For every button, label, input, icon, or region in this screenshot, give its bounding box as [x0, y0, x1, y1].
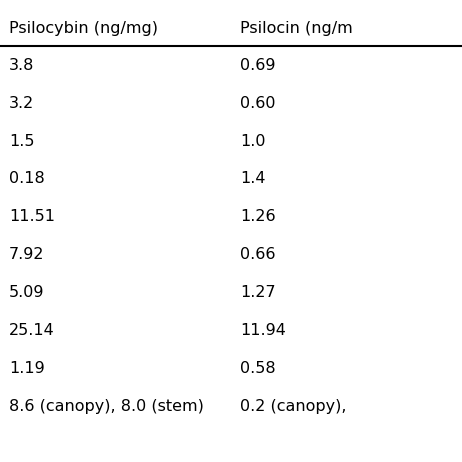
Text: 8.6 (canopy), 8.0 (stem): 8.6 (canopy), 8.0 (stem) [9, 399, 204, 413]
Text: 3.2: 3.2 [9, 96, 35, 110]
Text: 0.69: 0.69 [240, 58, 276, 73]
Text: 0.2 (canopy),: 0.2 (canopy), [240, 399, 347, 413]
Text: 1.4: 1.4 [240, 171, 266, 186]
Text: 1.5: 1.5 [9, 134, 35, 148]
Text: Psilocin (ng/m: Psilocin (ng/m [240, 21, 353, 36]
Text: 0.18: 0.18 [9, 171, 45, 186]
Text: 25.14: 25.14 [9, 323, 55, 338]
Text: Psilocybin (ng/mg): Psilocybin (ng/mg) [9, 21, 158, 36]
Text: 7.92: 7.92 [9, 247, 45, 262]
Text: 1.19: 1.19 [9, 361, 45, 376]
Text: 3.8: 3.8 [9, 58, 35, 73]
Text: 0.66: 0.66 [240, 247, 276, 262]
Text: 11.51: 11.51 [9, 209, 55, 224]
Text: 0.58: 0.58 [240, 361, 276, 376]
Text: 5.09: 5.09 [9, 285, 45, 300]
Text: 0.60: 0.60 [240, 96, 276, 110]
Text: 1.27: 1.27 [240, 285, 276, 300]
Text: 1.26: 1.26 [240, 209, 276, 224]
Text: 11.94: 11.94 [240, 323, 286, 338]
Text: 1.0: 1.0 [240, 134, 266, 148]
